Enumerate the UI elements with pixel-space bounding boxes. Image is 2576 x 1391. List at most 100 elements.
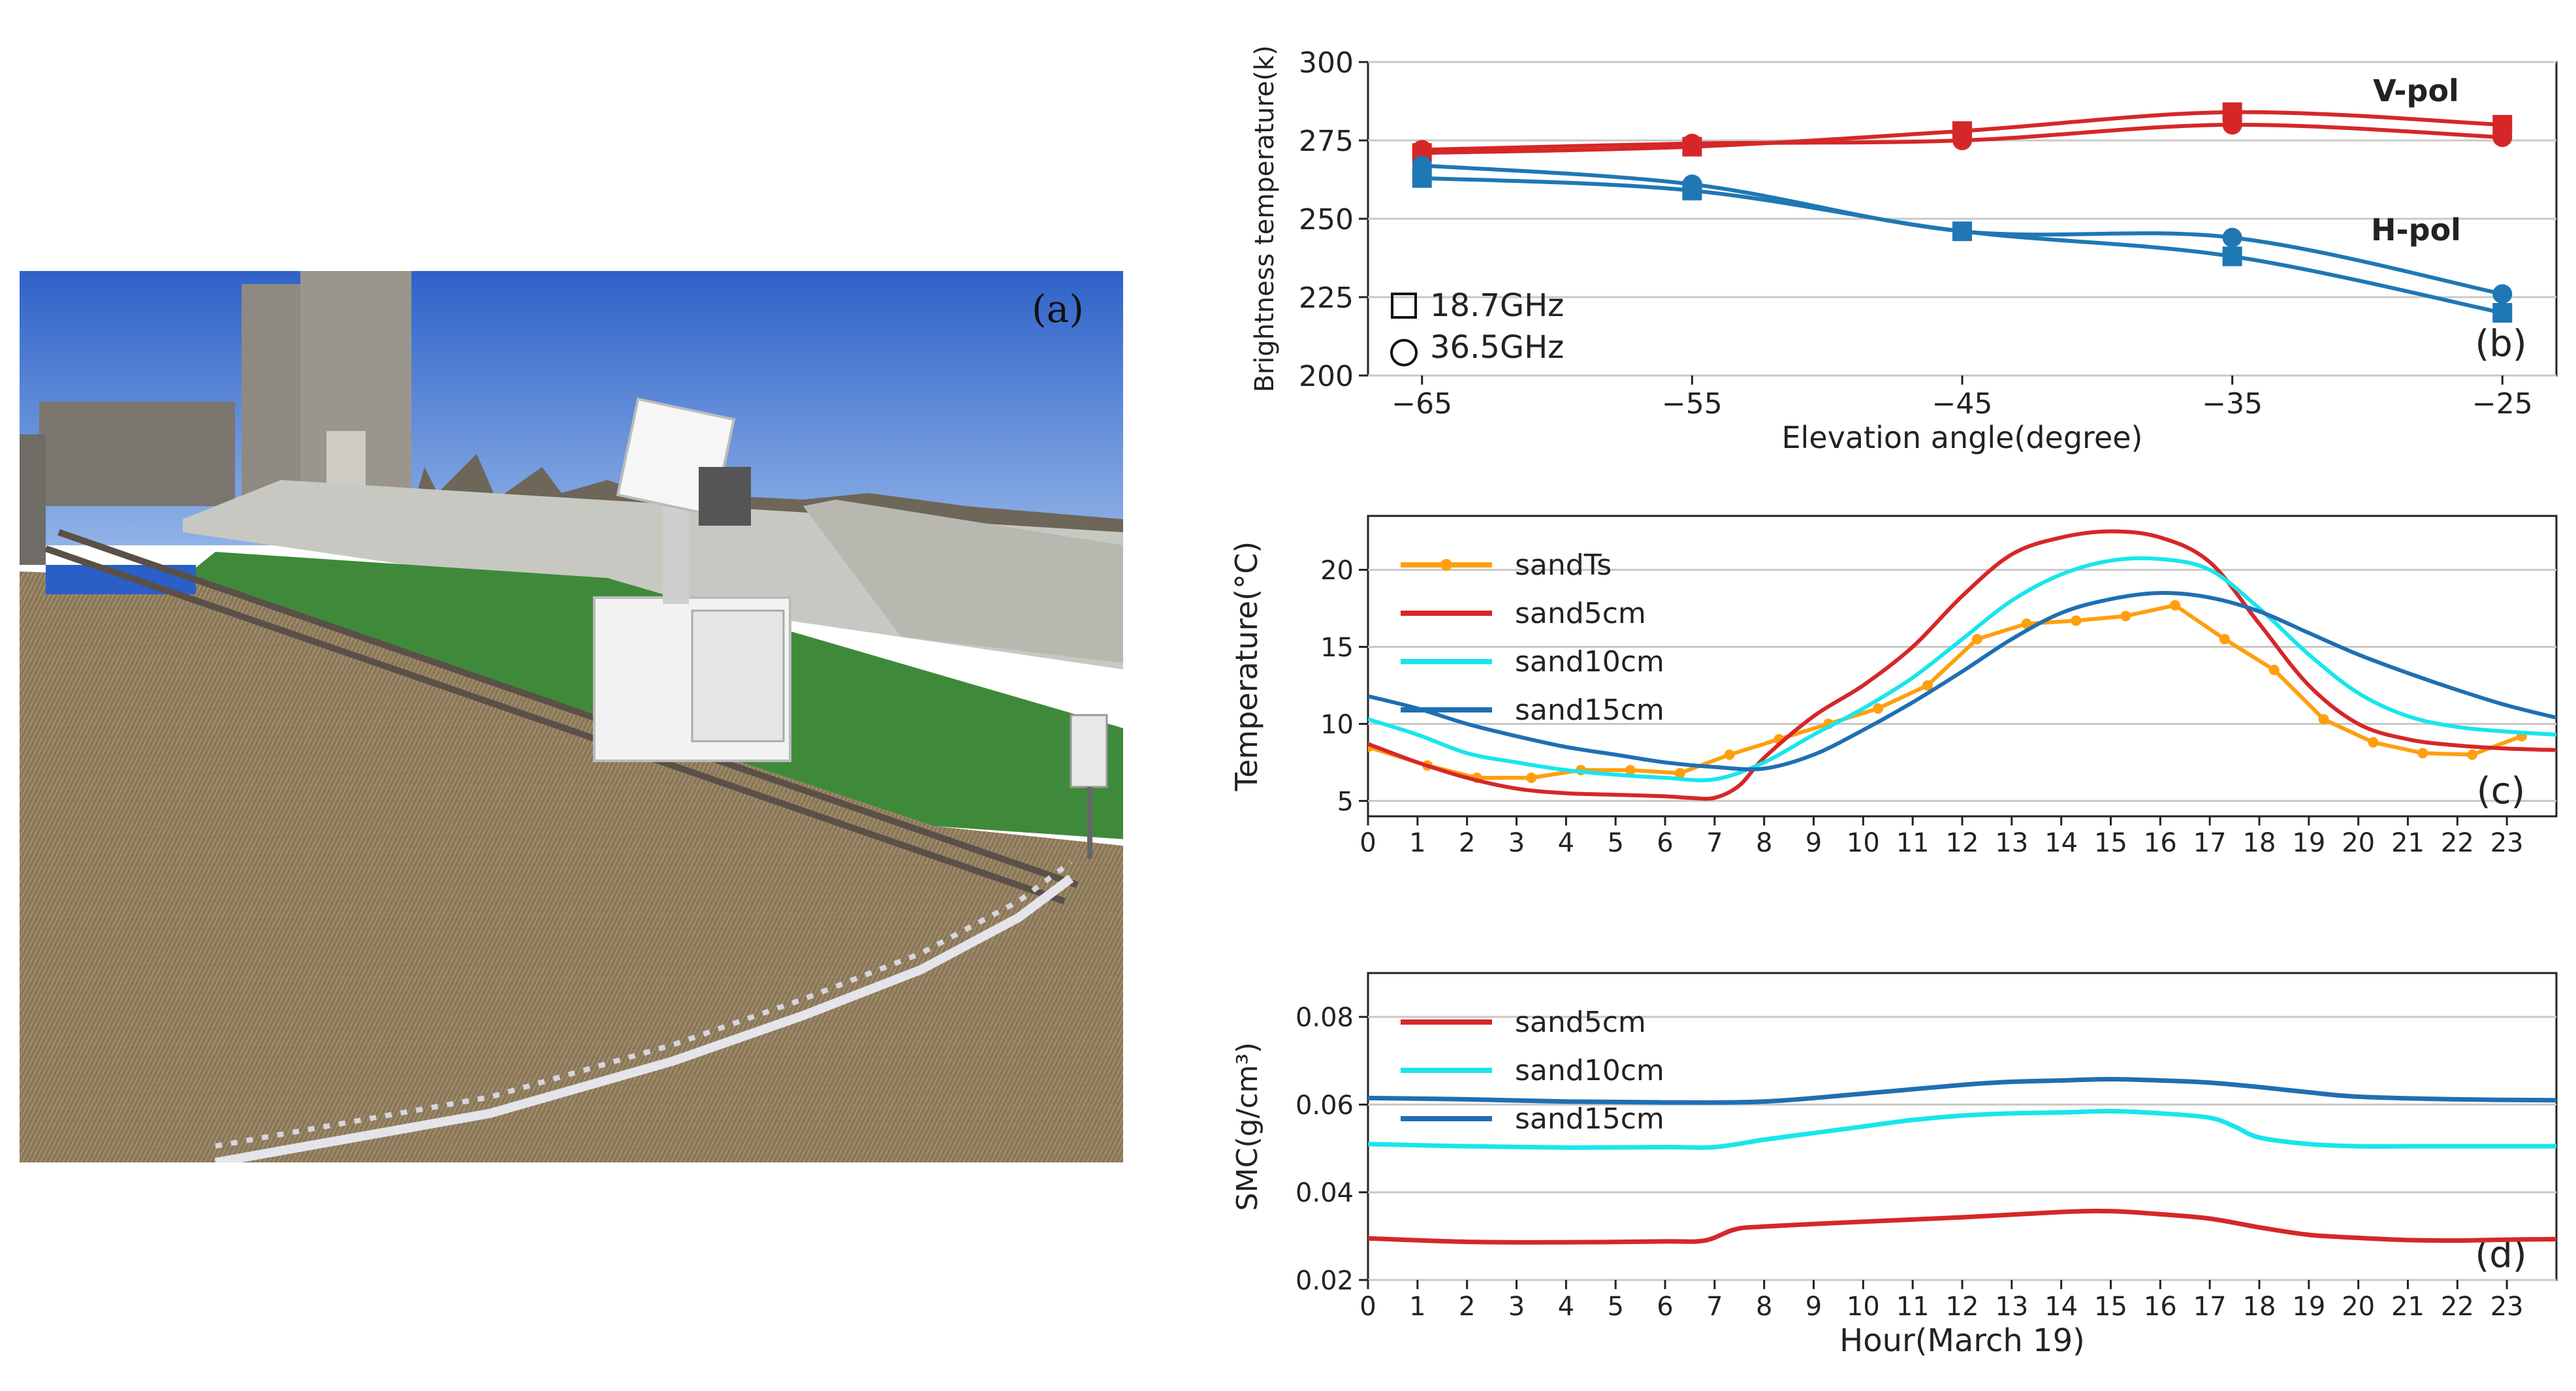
x-tick-label: 16 bbox=[2144, 828, 2177, 858]
legend-label: sand10cm bbox=[1515, 1054, 1664, 1087]
data-point bbox=[1412, 140, 1432, 160]
x-tick-label: 15 bbox=[2094, 828, 2127, 858]
y-axis-label: Brightness temperature(k) bbox=[1250, 45, 1280, 392]
x-tick-label: 11 bbox=[1896, 1292, 1930, 1322]
x-tick-label: 2 bbox=[1459, 1292, 1475, 1322]
x-tick-label: 2 bbox=[1459, 828, 1475, 858]
series-line-sand10cm bbox=[1368, 1108, 2556, 1150]
data-point bbox=[2417, 748, 2428, 759]
x-tick-label: 17 bbox=[2193, 1292, 2227, 1322]
legend-label: sand15cm bbox=[1515, 694, 1664, 727]
x-tick-label: 19 bbox=[2292, 828, 2325, 858]
rail-track bbox=[44, 529, 1079, 904]
x-tick-label: 1 bbox=[1409, 1292, 1425, 1322]
data-point bbox=[1952, 221, 1972, 242]
data-point bbox=[1724, 749, 1735, 760]
data-point bbox=[2222, 246, 2242, 266]
x-tick-label: 10 bbox=[1847, 828, 1880, 858]
y-tick-label: 250 bbox=[1299, 203, 1354, 236]
x-tick-label: 20 bbox=[2342, 1292, 2375, 1322]
x-tick-label: 16 bbox=[2144, 1292, 2177, 1322]
x-tick-label: 14 bbox=[2044, 828, 2078, 858]
data-point bbox=[1682, 133, 1702, 153]
annotation-vpol: V-pol bbox=[2373, 73, 2459, 108]
x-tick-label: 6 bbox=[1657, 1292, 1673, 1322]
data-point bbox=[2492, 127, 2513, 148]
chart-panel-1: 200 225 250 275 300 −65 −55 −45 −35 −25 Elevation … bbox=[1250, 45, 2558, 455]
x-tick-label: −35 bbox=[2202, 387, 2263, 421]
data-point bbox=[2120, 611, 2131, 622]
y-tick-label: 300 bbox=[1299, 46, 1354, 80]
data-point bbox=[1952, 131, 1972, 150]
y-tick-label: 15 bbox=[1320, 633, 1354, 663]
y-tick-label: 0.02 bbox=[1296, 1266, 1354, 1296]
series-line-sandTs bbox=[1368, 603, 2522, 780]
data-point bbox=[2492, 284, 2513, 304]
legend-label: 36.5GHz bbox=[1430, 329, 1564, 366]
data-point bbox=[2318, 714, 2329, 725]
x-tick-label: 18 bbox=[2243, 1292, 2276, 1322]
data-point bbox=[1922, 680, 1933, 691]
y-tick-label: 0.08 bbox=[1296, 1003, 1354, 1033]
x-tick-label: 23 bbox=[2490, 1292, 2524, 1322]
picket-fence bbox=[214, 859, 1074, 1162]
x-tick-label: 12 bbox=[1946, 828, 1979, 858]
x-tick-label: −25 bbox=[2472, 387, 2533, 421]
data-point bbox=[2170, 600, 2181, 611]
legend-marker bbox=[1440, 559, 1452, 571]
data-point bbox=[2268, 664, 2280, 675]
x-tick-label: 7 bbox=[1706, 1292, 1723, 1322]
x-tick-label: 9 bbox=[1805, 1292, 1822, 1322]
x-tick-label: 15 bbox=[2094, 1292, 2127, 1322]
series-group bbox=[1412, 102, 2513, 323]
x-tick-label: 3 bbox=[1508, 828, 1525, 858]
legend-marker-circle bbox=[1390, 339, 1418, 366]
x-tick-label: 19 bbox=[2292, 1292, 2325, 1322]
x-tick-label: 18 bbox=[2243, 828, 2276, 858]
x-axis-label: Elevation angle(degree) bbox=[1781, 420, 2142, 455]
data-point bbox=[2368, 737, 2379, 748]
x-tick-label: 20 bbox=[2342, 828, 2375, 858]
x-tick-label: 13 bbox=[1995, 828, 2028, 858]
y-axis-label: Temperature(°C) bbox=[1229, 541, 1264, 791]
data-point bbox=[1526, 773, 1537, 784]
x-tick-label: 11 bbox=[1896, 828, 1930, 858]
series-line-H-18.7GHz bbox=[1422, 176, 2503, 315]
data-point bbox=[1674, 767, 1685, 778]
legend-label: sand5cm bbox=[1515, 597, 1646, 630]
x-tick-label: 1 bbox=[1409, 828, 1425, 858]
radiometer-device bbox=[593, 397, 791, 762]
series-line-sand15cm bbox=[1368, 590, 2556, 772]
series-group bbox=[1368, 1076, 2556, 1245]
data-point bbox=[2492, 303, 2513, 323]
x-tick-label: 0 bbox=[1360, 828, 1376, 858]
series-line-sand5cm bbox=[1368, 1208, 2556, 1245]
data-point bbox=[2219, 633, 2230, 645]
x-tick-label: 5 bbox=[1607, 1292, 1623, 1322]
buildings bbox=[20, 271, 411, 565]
x-tick-label: 12 bbox=[1946, 1292, 1979, 1322]
legend-label: sand10cm bbox=[1515, 645, 1664, 679]
series-group bbox=[1368, 529, 2556, 801]
x-tick-label: 9 bbox=[1805, 828, 1822, 858]
x-tick-label: 0 bbox=[1360, 1292, 1376, 1322]
y-axis-label: SMC(g/cm³) bbox=[1231, 1042, 1264, 1211]
legend-label: sandTs bbox=[1515, 549, 1612, 582]
data-point bbox=[2222, 115, 2242, 135]
x-tick-label: 8 bbox=[1756, 1292, 1772, 1322]
y-tick-label: 0.04 bbox=[1296, 1178, 1354, 1208]
panel-label: (b) bbox=[2475, 323, 2526, 365]
y-tick-label: 200 bbox=[1299, 360, 1354, 393]
embankment-shade bbox=[803, 500, 1123, 663]
x-tick-label: 21 bbox=[2391, 1292, 2425, 1322]
legend-marker-square bbox=[1391, 293, 1417, 319]
series-line-sand15cm bbox=[1368, 1076, 2556, 1105]
data-point bbox=[2222, 227, 2242, 248]
x-tick-label: 22 bbox=[2441, 1292, 2474, 1322]
y-tick-label: 275 bbox=[1299, 125, 1354, 158]
y-tick-label: 20 bbox=[1320, 556, 1354, 586]
series-line-sand5cm bbox=[1368, 529, 2556, 801]
data-point bbox=[1682, 174, 1702, 195]
